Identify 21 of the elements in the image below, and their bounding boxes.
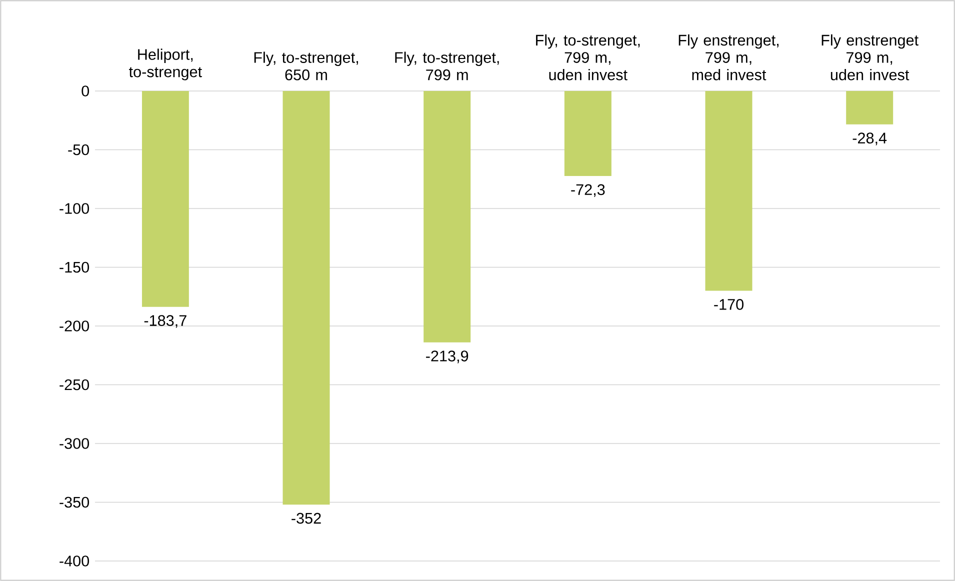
y-tick-label: -150 xyxy=(60,262,90,273)
data-label: -213,9 xyxy=(426,350,468,364)
y-tick-label: -200 xyxy=(60,320,90,332)
y-tick-label: -400 xyxy=(60,556,90,566)
data-label: -72,3 xyxy=(571,184,605,197)
data-label: -183,7 xyxy=(144,315,186,328)
y-tick-label: -350 xyxy=(60,496,90,508)
data-label: -28,4 xyxy=(852,132,887,146)
y-tick-label: 0 xyxy=(82,86,90,96)
y-tick-label: -250 xyxy=(60,379,90,390)
y-tick-label: -100 xyxy=(60,203,90,214)
x-tick-label: Heliport, to-strenget xyxy=(129,48,202,80)
data-label: -352 xyxy=(292,512,321,524)
x-tick-label: Fly, to-strenget, 799 m, uden invest xyxy=(536,34,640,80)
y-tick-label: -300 xyxy=(60,438,90,449)
x-tick-label: Fly, to-strenget, 650 m xyxy=(254,52,358,80)
x-tick-label: Fly, to-strenget, 799 m xyxy=(395,52,499,80)
x-tick-label: Fly enstrenget, 799 m, med invest xyxy=(678,34,779,80)
x-tick-label: Fly enstrenget 799 m, uden invest xyxy=(822,34,918,80)
y-tick-label: -50 xyxy=(68,144,90,156)
data-label: -170 xyxy=(714,299,744,310)
